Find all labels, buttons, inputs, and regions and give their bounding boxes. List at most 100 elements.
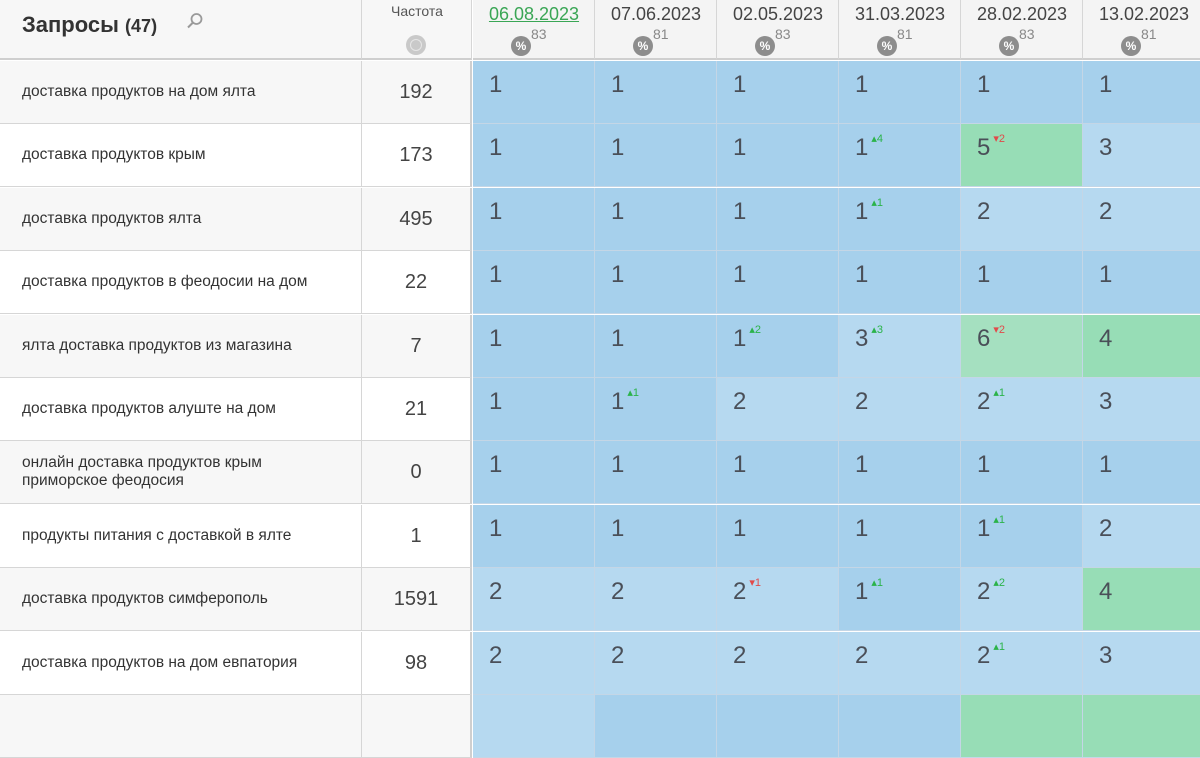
query-text[interactable]: доставка продуктов в феодосии на дом — [22, 273, 308, 291]
date-label[interactable]: 02.05.2023 — [732, 4, 824, 24]
date-label[interactable]: 07.06.2023 — [610, 4, 702, 24]
position-cell[interactable]: 2 ▴1 — [961, 631, 1083, 695]
query-text[interactable]: ялта доставка продуктов из магазина — [22, 336, 292, 354]
query-cell[interactable] — [0, 695, 362, 758]
position-cell[interactable]: 2 ▴2 — [961, 568, 1083, 632]
position-cell[interactable]: 2 — [839, 378, 961, 441]
frequency-header[interactable]: Частота — [362, 0, 472, 60]
position-cell[interactable]: 6 ▾2 — [961, 314, 1083, 378]
position-cell[interactable]: 4 — [1083, 314, 1200, 378]
query-text[interactable]: онлайн доставка продуктов крым приморско… — [22, 454, 262, 490]
position-cell[interactable] — [717, 695, 839, 758]
query-cell[interactable]: доставка продуктов ялта — [0, 187, 362, 251]
query-text[interactable]: доставка продуктов на дом евпатория — [22, 653, 298, 671]
position-cell[interactable] — [595, 695, 717, 758]
query-cell[interactable]: онлайн доставка продуктов крым приморско… — [0, 441, 362, 505]
position-cell[interactable]: 2 — [717, 631, 839, 695]
position-cell[interactable]: 1 — [717, 61, 839, 124]
position-cell[interactable]: 1 — [717, 504, 839, 568]
position-cell[interactable] — [961, 695, 1083, 758]
query-text[interactable]: продукты питания с доставкой в ялте — [22, 526, 292, 544]
position-cell[interactable]: 1 — [1083, 441, 1200, 505]
date-label[interactable]: 28.02.2023 — [976, 4, 1068, 24]
position-cell[interactable]: 1 — [839, 61, 961, 124]
position-cell[interactable]: 1 ▴2 — [717, 314, 839, 378]
query-text[interactable]: доставка продуктов крым — [22, 146, 206, 164]
position-cell[interactable]: 1 ▴4 — [839, 124, 961, 188]
position-cell[interactable]: 1 — [473, 251, 595, 315]
position-cell[interactable]: 1 — [473, 187, 595, 251]
position-cell[interactable]: 2 — [595, 568, 717, 632]
position-cell[interactable]: 1 — [717, 441, 839, 505]
query-cell[interactable]: доставка продуктов в феодосии на дом — [0, 251, 362, 315]
position-cell[interactable]: 1 — [473, 314, 595, 378]
position-cell[interactable]: 5 ▾2 — [961, 124, 1083, 188]
position-cell[interactable]: 1 — [595, 251, 717, 315]
position-cell[interactable]: 1 — [473, 378, 595, 441]
position-cell[interactable]: 1 — [839, 441, 961, 505]
position-cell[interactable]: 1 — [595, 314, 717, 378]
date-column-header[interactable]: 06.08.2023% 83 — [473, 0, 595, 60]
position-cell[interactable]: 2 — [717, 378, 839, 441]
position-cell[interactable]: 2 — [1083, 504, 1200, 568]
search-icon[interactable] — [186, 12, 204, 30]
date-label[interactable]: 06.08.2023 — [488, 4, 580, 24]
position-cell[interactable]: 1 — [961, 61, 1083, 124]
position-cell[interactable]: 3 ▴3 — [839, 314, 961, 378]
position-cell[interactable]: 1 — [595, 441, 717, 505]
query-cell[interactable]: доставка продуктов симферополь — [0, 568, 362, 632]
position-cell[interactable] — [473, 695, 595, 758]
position-cell[interactable]: 3 — [1083, 631, 1200, 695]
position-cell[interactable]: 3 — [1083, 124, 1200, 188]
position-cell[interactable]: 2 — [1083, 187, 1200, 251]
query-text[interactable]: доставка продуктов ялта — [22, 209, 202, 227]
position-cell[interactable]: 1 — [473, 61, 595, 124]
position-cell[interactable]: 1 — [717, 251, 839, 315]
position-cell[interactable] — [839, 695, 961, 758]
position-cell[interactable]: 1 — [717, 124, 839, 188]
position-cell[interactable]: 4 — [1083, 568, 1200, 632]
position-cell[interactable]: 1 ▴1 — [839, 187, 961, 251]
position-cell[interactable]: 1 ▴1 — [961, 504, 1083, 568]
query-cell[interactable]: доставка продуктов алуште на дом — [0, 378, 362, 441]
position-cell[interactable]: 2 — [473, 631, 595, 695]
query-text[interactable]: доставка продуктов алуште на дом — [22, 400, 276, 417]
query-cell[interactable]: доставка продуктов на дом ялта — [0, 61, 362, 124]
position-cell[interactable]: 1 — [961, 441, 1083, 505]
query-cell[interactable]: продукты питания с доставкой в ялте — [0, 504, 362, 568]
position-cell[interactable]: 1 — [595, 504, 717, 568]
query-cell[interactable]: доставка продуктов на дом евпатория — [0, 631, 362, 695]
position-cell[interactable]: 1 — [595, 124, 717, 188]
position-cell[interactable]: 1 — [1083, 251, 1200, 315]
date-column-header[interactable]: 28.02.2023% 83 — [961, 0, 1083, 60]
date-label[interactable]: 13.02.2023 — [1098, 4, 1190, 24]
query-text[interactable]: доставка продуктов симферополь — [22, 590, 268, 608]
position-cell[interactable]: 1 — [473, 504, 595, 568]
position-cell[interactable]: 2 — [961, 187, 1083, 251]
position-cell[interactable]: 1 ▴1 — [839, 568, 961, 632]
date-column-header[interactable]: 31.03.2023% 81 — [839, 0, 961, 60]
date-column-header[interactable]: 13.02.2023% 81 — [1083, 0, 1200, 60]
position-cell[interactable]: 1 — [595, 61, 717, 124]
position-cell[interactable]: 1 — [473, 441, 595, 505]
position-cell[interactable]: 3 — [1083, 378, 1200, 441]
position-cell[interactable]: 1 — [961, 251, 1083, 315]
position-cell[interactable]: 2 ▴1 — [961, 378, 1083, 441]
position-cell[interactable]: 2 — [595, 631, 717, 695]
position-cell[interactable]: 1 — [717, 187, 839, 251]
position-cell[interactable]: 2 — [839, 631, 961, 695]
position-cell[interactable]: 1 — [473, 124, 595, 188]
date-column-header[interactable]: 02.05.2023% 83 — [717, 0, 839, 60]
position-cell[interactable]: 1 ▴1 — [595, 378, 717, 441]
query-cell[interactable]: доставка продуктов крым — [0, 124, 362, 188]
position-cell[interactable]: 1 — [1083, 61, 1200, 124]
query-cell[interactable]: ялта доставка продуктов из магазина — [0, 314, 362, 378]
date-column-header[interactable]: 07.06.2023% 81 — [595, 0, 717, 60]
date-label[interactable]: 31.03.2023 — [854, 4, 946, 24]
query-text[interactable]: доставка продуктов на дом ялта — [22, 83, 256, 100]
position-cell[interactable]: 2 ▾1 — [717, 568, 839, 632]
position-cell[interactable]: 1 — [839, 251, 961, 315]
position-cell[interactable]: 1 — [595, 187, 717, 251]
position-cell[interactable]: 1 — [839, 504, 961, 568]
position-cell[interactable]: 2 — [473, 568, 595, 632]
